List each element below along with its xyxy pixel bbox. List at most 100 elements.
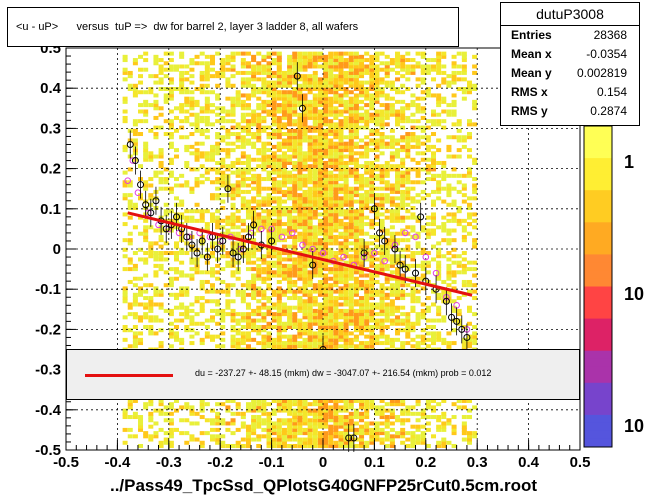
heatmap-cell [343,215,349,220]
heatmap-cell [395,402,401,407]
heatmap-cell [276,70,282,75]
heatmap-cell [451,308,457,313]
heatmap-cell [143,257,149,262]
heatmap-cell [261,276,267,281]
heatmap-cell [209,427,215,432]
heatmap-cell [276,263,282,268]
heatmap-cell [338,80,344,85]
heatmap-cell [158,292,164,297]
heatmap-cell [343,318,349,323]
heatmap-cell [266,251,272,256]
heatmap-cell [431,398,437,403]
heatmap-cell [297,273,303,278]
heatmap-cell [317,315,323,320]
heatmap-cell [328,180,334,185]
heatmap-cell [369,337,375,342]
heatmap-cell [251,67,257,72]
heatmap-cell [215,132,221,137]
heatmap-cell [343,270,349,275]
heatmap-cell [317,160,323,165]
heatmap-cell [245,189,251,194]
heatmap-cell [395,212,401,217]
heatmap-cell [395,115,401,120]
heatmap-cell [343,202,349,207]
heatmap-cell [251,115,257,120]
heatmap-cell [343,122,349,127]
heatmap-cell [276,209,282,214]
heatmap-cell [297,167,303,172]
heatmap-cell [281,289,287,294]
heatmap-cell [122,247,128,252]
heatmap-cell [317,80,323,85]
heatmap-cell [456,119,462,124]
heatmap-cell [333,418,339,423]
heatmap-cell [374,167,380,172]
heatmap-cell [466,289,472,294]
heatmap-cell [466,437,472,442]
heatmap-cell [405,431,411,436]
heatmap-cell [287,324,293,329]
heatmap-cell [384,167,390,172]
heatmap-cell [400,215,406,220]
heatmap-cell [384,296,390,301]
heatmap-cell [127,398,133,403]
heatmap-cell [353,279,359,284]
heatmap-cell [184,405,190,410]
heatmap-cell [127,405,133,410]
heatmap-cell [256,186,262,191]
heatmap-cell [245,251,251,256]
heatmap-cell [369,247,375,252]
heatmap-cell [348,144,354,149]
heatmap-cell [184,209,190,214]
heatmap-cell [425,443,431,448]
heatmap-cell [353,257,359,262]
heatmap-cell [441,443,447,448]
heatmap-cell [353,212,359,217]
heatmap-cell [168,321,174,326]
heatmap-cell [153,103,159,108]
heatmap-cell [405,138,411,143]
heatmap-cell [353,141,359,146]
heatmap-cell [148,193,154,198]
heatmap-cell [410,296,416,301]
heatmap-cell [353,135,359,140]
heatmap-cell [374,115,380,120]
heatmap-cell [266,61,272,66]
heatmap-cell [174,254,180,259]
heatmap-cell [302,315,308,320]
heatmap-cell [451,77,457,82]
heatmap-cell [410,225,416,230]
heatmap-cell [389,135,395,140]
heatmap-cell [276,296,282,301]
heatmap-cell [251,167,257,172]
heatmap-cell [338,267,344,272]
heatmap-cell [271,273,277,278]
heatmap-cell [307,279,313,284]
heatmap-cell [240,218,246,223]
heatmap-cell [456,222,462,227]
heatmap-cell [215,83,221,88]
heatmap-cell [132,344,138,349]
heatmap-cell [379,164,385,169]
heatmap-cell [245,199,251,204]
heatmap-cell [338,334,344,339]
heatmap-cell [369,99,375,104]
heatmap-cell [122,170,128,175]
heatmap-cell [364,286,370,291]
heatmap-cell [297,96,303,101]
heatmap-cell [328,341,334,346]
heatmap-cell [199,128,205,133]
heatmap-cell [163,61,169,66]
heatmap-cell [395,196,401,201]
heatmap-cell [410,292,416,297]
heatmap-cell [431,77,437,82]
heatmap-cell [436,189,442,194]
heatmap-cell [328,331,334,336]
heatmap-cell [256,148,262,153]
heatmap-cell [395,418,401,423]
heatmap-cell [245,434,251,439]
heatmap-cell [353,109,359,114]
heatmap-cell [194,54,200,59]
heatmap-cell [359,305,365,310]
heatmap-cell [261,324,267,329]
